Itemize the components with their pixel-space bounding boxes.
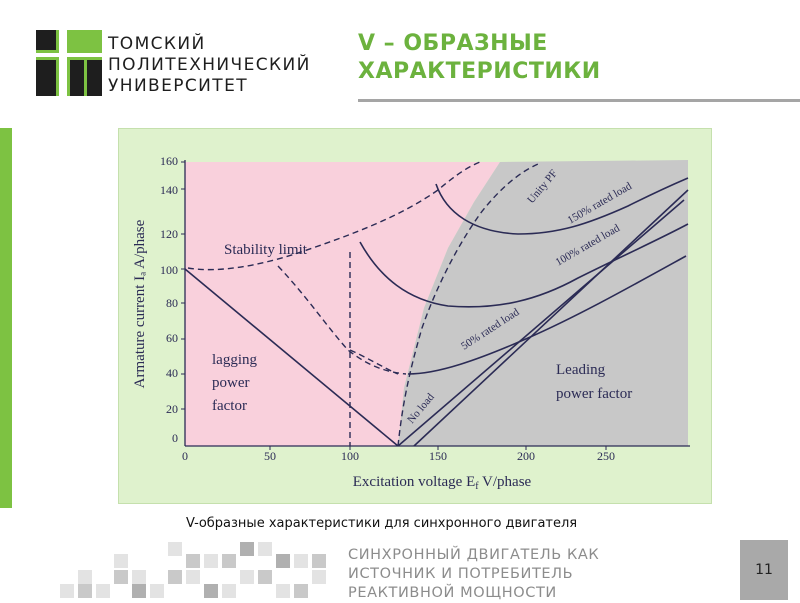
x-tick-label: 150: [429, 449, 447, 463]
x-axis-title: Excitation voltage Ef V/phase: [353, 474, 532, 492]
page-number: 11: [755, 562, 773, 578]
university-name-line-2: ПОЛИТЕХНИЧЕСКИЙ: [108, 55, 311, 75]
leading-region: [398, 160, 688, 446]
unity-pf-curve: [397, 163, 539, 447]
slide-title-line-2: ХАРАКТЕРИСТИКИ: [358, 59, 601, 84]
x-axis-title-tail: V/phase: [479, 474, 532, 490]
page-number-box: [740, 540, 788, 600]
y-tick-label: 40: [166, 366, 178, 380]
slide-title-line-1: V – ОБРАЗНЫЕ: [358, 31, 548, 56]
y-tick-label: 20: [166, 402, 178, 416]
university-logo: [36, 30, 102, 96]
lagging-region: [185, 162, 500, 446]
y-tick-label: 80: [166, 296, 178, 310]
x-axis-title-sub: f: [475, 481, 479, 492]
y-tick-label: 120: [160, 227, 178, 241]
x-tick-label: 200: [517, 449, 535, 463]
v-curve-150-rated: [435, 177, 689, 235]
footer-subtitle-line-3: РЕАКТИВНОЙ МОЩНОСТИ: [348, 585, 557, 601]
lagging-straight-line: [184, 268, 399, 447]
figure-caption: V-образные характеристики для синхронног…: [186, 516, 578, 531]
decorative-blocks: [60, 542, 326, 598]
footer-subtitle-line-2: ИСТОЧНИК И ПОТРЕБИТЕЛЬ: [348, 566, 574, 582]
footer-subtitle-line-1: СИНХРОННЫЙ ДВИГАТЕЛЬ КАК: [348, 547, 600, 563]
v-curve-50-dashed: [277, 265, 407, 375]
university-name-line-3: УНИВЕРСИТЕТ: [108, 76, 249, 96]
x-tick-label: 50: [264, 449, 276, 463]
no-load-line: [397, 199, 685, 447]
slide-title: V – ОБРАЗНЫЕ ХАРАКТЕРИСТИКИ: [358, 30, 788, 86]
y-axis-title: Armature current Iₐ A/phase: [132, 219, 148, 388]
v-curve-100-rated: [359, 223, 689, 308]
y-tick-label: 160: [160, 154, 178, 168]
x-tick-label: 100: [341, 449, 359, 463]
x-tick-label: 0: [182, 449, 188, 463]
x-axis-title-main: Excitation voltage E: [353, 474, 475, 490]
leading-label-line-2: power factor: [556, 386, 632, 402]
footer-subtitle: СИНХРОННЫЙ ДВИГАТЕЛЬ КАК ИСТОЧНИК И ПОТР…: [348, 546, 599, 603]
lagging-label-line-2: power: [212, 375, 250, 391]
no-load-line-2: [413, 189, 689, 447]
stability-limit-label: Stability limit: [224, 242, 308, 258]
university-name: ТОМСКИЙ ПОЛИТЕХНИЧЕСКИЙ УНИВЕРСИТЕТ: [108, 34, 338, 97]
v-curve-50-rated: [407, 255, 687, 375]
lagging-label-line-1: lagging: [212, 352, 257, 368]
lagging-label-line-3: factor: [212, 398, 247, 414]
side-accent-bar: [0, 128, 12, 508]
v-curve-0-dashed: [349, 349, 399, 375]
v-curve-diagram: 160 140 120 100 80 60 40 20 0 0 50 100 1…: [132, 154, 690, 492]
university-name-line-1: ТОМСКИЙ: [108, 34, 206, 54]
stability-limit-curve: [187, 161, 481, 271]
x-tick-label: 250: [597, 449, 615, 463]
y-tick-label: 0: [172, 431, 178, 445]
title-underline: [358, 99, 800, 102]
leading-label-line-1: Leading: [556, 362, 606, 378]
y-tick-label: 100: [160, 263, 178, 277]
y-tick-label: 60: [166, 331, 178, 345]
y-tick-label: 140: [160, 183, 178, 197]
